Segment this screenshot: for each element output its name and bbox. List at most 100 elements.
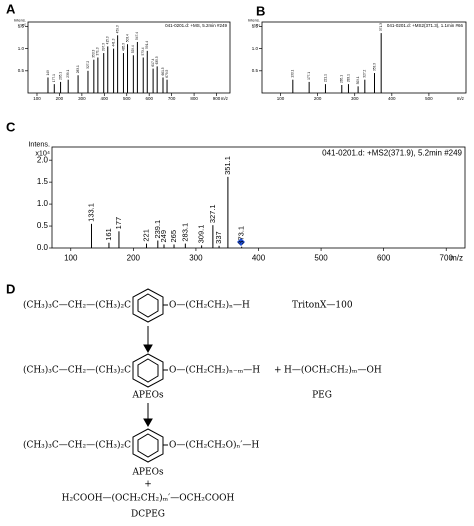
- x-tick-label: 200: [56, 96, 64, 101]
- plot-frame: [51, 146, 466, 249]
- peak-label: 161: [104, 228, 113, 241]
- x-tick-label: 100: [33, 96, 41, 101]
- chem-text: +: [274, 366, 282, 376]
- y-tick-label: 0.5: [18, 68, 25, 73]
- y-tick-label: 2.0: [37, 155, 49, 164]
- x-tick-label: 400: [388, 96, 396, 101]
- plot-frame: [27, 21, 231, 94]
- x-tick-label: 700: [168, 96, 176, 101]
- x-tick-label: 400: [101, 96, 109, 101]
- precursor-marker: [237, 238, 245, 246]
- peak-label: 283.1: [180, 223, 189, 242]
- peak-label: 661.5: [161, 67, 165, 75]
- y-tick-label: 1.0: [37, 199, 49, 208]
- chem-text: O—(CH₂CH₂)ₙ₋ₘ—H: [169, 365, 260, 376]
- x-axis-title: m/z: [221, 96, 229, 101]
- peak-label: 397.3: [102, 43, 106, 51]
- y-tick-label: 0.5: [252, 68, 259, 73]
- benzene-ring-inner: [137, 293, 159, 318]
- chem-name: APEOs: [131, 391, 164, 401]
- peak-label: 239.1: [153, 220, 162, 239]
- peak-label: 265.1: [340, 75, 344, 83]
- y-axis-unit: x10⁴: [35, 148, 50, 157]
- x-tick-label: 100: [64, 254, 78, 263]
- x-axis-title: m/z: [450, 254, 463, 263]
- peak-label: 205.1: [58, 72, 62, 80]
- benzene-ring: [132, 428, 164, 463]
- peak-label: 679.5: [165, 69, 169, 77]
- arrow-head: [143, 418, 153, 428]
- peak-label: 177: [114, 217, 123, 230]
- x-tick-label: 700: [440, 254, 454, 263]
- x-tick-label: 600: [145, 96, 153, 101]
- panel-label: C: [6, 119, 16, 134]
- x-tick-label: 300: [351, 96, 359, 101]
- x-tick-label: 500: [425, 96, 433, 101]
- chem-text: (CH₃)₃C—CH₂—(CH₃)₂C: [23, 365, 131, 376]
- peak-label: 459.3: [115, 25, 119, 33]
- plot-frame: [261, 21, 467, 94]
- peak-label: 573.4: [141, 47, 145, 55]
- peak-label: 327.2: [363, 69, 367, 77]
- x-tick-label: 200: [314, 96, 322, 101]
- spectrum-header: 041-0201.d: +MS2(371.9), 5.2min #249: [322, 149, 462, 158]
- chem-text: (CH₃)₃C—CH₂—(CH₃)₂C: [23, 440, 131, 451]
- x-tick-label: 200: [127, 254, 141, 263]
- peak-label: 133.1: [291, 69, 295, 77]
- scheme: [132, 288, 168, 463]
- chem-name: DCPEG: [131, 510, 165, 520]
- peak-label: 617.4: [151, 58, 155, 66]
- benzene-ring-inner: [137, 433, 159, 458]
- peak-label: 283.1: [76, 65, 80, 73]
- chem-name: PEG: [312, 391, 332, 401]
- x-tick-label: 300: [78, 96, 86, 101]
- peak-label: 529.4: [131, 45, 135, 53]
- chem-text: +: [144, 480, 152, 490]
- peak-label: 441.3: [111, 38, 115, 46]
- x-tick-label: 400: [252, 254, 266, 263]
- peak-label: 309.1: [356, 76, 360, 84]
- peak-label: 133.1: [86, 203, 95, 222]
- benzene-ring-inner: [137, 358, 159, 383]
- peak-label: 239.1: [66, 69, 70, 77]
- peak-label: 373.1: [237, 226, 246, 245]
- peak-label: 353.3: [92, 50, 96, 58]
- x-tick-label: 500: [123, 96, 131, 101]
- y-tick-label: 1.5: [252, 24, 259, 29]
- arrow-head: [143, 344, 153, 354]
- peak-label: 283.1: [346, 74, 350, 82]
- peak-label: 249: [159, 230, 168, 243]
- chem-text: H₂COOH—(OCH₂CH₂)ₘ′—OCH₂COOH: [62, 493, 235, 504]
- benzene-ring: [132, 353, 164, 388]
- peak-label: 221: [141, 229, 150, 242]
- chem-text: H—(OCH₂CH₂)ₘ—OH: [284, 365, 382, 376]
- peak-label: 221.1: [323, 74, 327, 82]
- panel-label: B: [256, 3, 265, 18]
- y-tick-label: 0.5: [37, 221, 49, 230]
- peak-label: 503.4: [125, 34, 129, 42]
- y-tick-label: 1.0: [252, 46, 259, 51]
- x-tick-label: 600: [377, 254, 391, 263]
- spectrum-header: 041-0201.d: +MS2(371.3), 1.1min #66: [387, 23, 464, 28]
- peak-label: 177.1: [307, 72, 311, 80]
- y-axis-title: Intens.: [14, 18, 26, 23]
- x-tick-label: 500: [314, 254, 328, 263]
- x-tick-label: 100: [277, 96, 285, 101]
- peak-label: 177.1: [52, 74, 56, 82]
- chem-text: (CH₃)₃C—CH₂—(CH₃)₂C: [23, 300, 131, 311]
- y-tick-label: 1.5: [18, 24, 25, 29]
- chem-name: TritonX—100: [292, 301, 353, 311]
- peak-label: 371.3: [379, 23, 383, 31]
- peak-label: 371.3: [96, 47, 100, 55]
- peak-label: 353.3: [372, 63, 376, 71]
- peak-label: 547.4: [135, 32, 139, 40]
- benzene-ring: [132, 288, 164, 323]
- y-tick-label: 0.0: [37, 243, 49, 252]
- peak-label: 351.1: [223, 156, 232, 175]
- peak-label: 415.3: [106, 36, 110, 44]
- x-tick-label: 300: [189, 254, 203, 263]
- peak-label: 149: [46, 70, 50, 76]
- chem-text: O—(CH₂CH₂)ₙ—H: [169, 300, 250, 311]
- panel-label: D: [6, 281, 15, 296]
